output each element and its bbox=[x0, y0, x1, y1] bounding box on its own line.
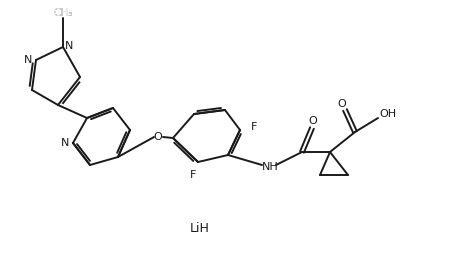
Text: OH: OH bbox=[380, 109, 397, 119]
Text: CH₃: CH₃ bbox=[53, 8, 73, 18]
Text: F: F bbox=[251, 122, 257, 132]
Text: N: N bbox=[61, 138, 69, 148]
Text: CH₃: CH₃ bbox=[53, 8, 73, 18]
Text: NH: NH bbox=[262, 162, 278, 172]
Text: O: O bbox=[308, 116, 317, 126]
Text: F: F bbox=[190, 170, 196, 180]
Text: LiH: LiH bbox=[190, 221, 210, 235]
Text: N: N bbox=[24, 55, 32, 65]
Text: O: O bbox=[338, 99, 347, 109]
Text: N: N bbox=[65, 41, 73, 51]
Text: O: O bbox=[154, 132, 162, 142]
